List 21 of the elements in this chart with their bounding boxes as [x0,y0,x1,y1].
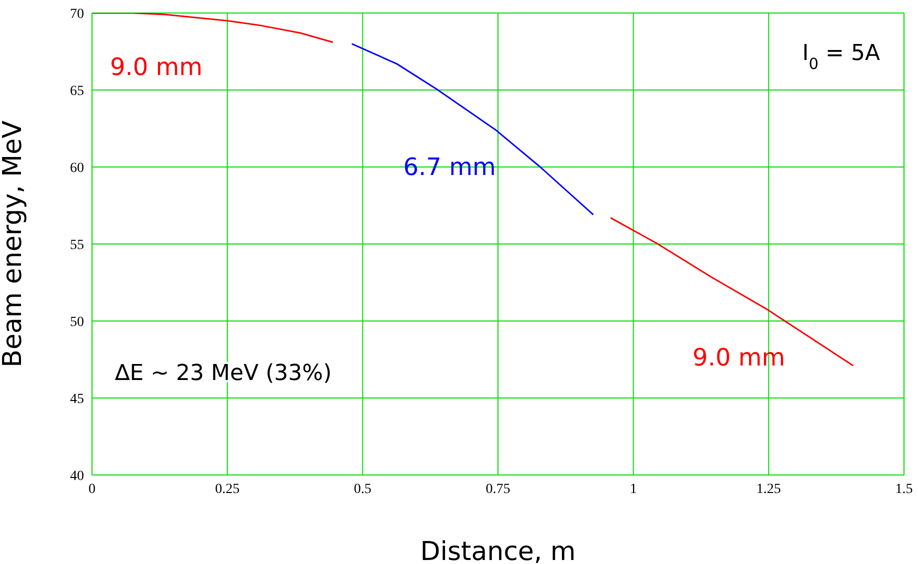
annotation: I$_{0}$ = 5A [802,41,880,73]
y-tick-label: 60 [70,160,84,176]
y-tick-label: 50 [70,314,84,330]
x-tick-label: 0 [88,482,96,497]
line-series [610,217,854,366]
x-tick-label: 0.25 [215,482,240,497]
x-tick-label: 0.5 [354,482,372,497]
x-tick-label: 1 [630,482,637,497]
line-series [92,13,334,44]
y-tick-label: 40 [70,468,84,484]
line-series [351,43,594,216]
x-tick-label: 0.75 [486,482,510,497]
y-axis-title: Beam energy, MeV [0,120,28,368]
y-tick-label: 45 [70,392,84,407]
y-tick-label: 70 [70,6,84,22]
x-tick-label: 1.25 [756,482,781,497]
x-axis-title: Distance, m [420,537,576,564]
series-label: 9.0 mm [110,53,203,81]
y-tick-label: 65 [70,84,84,99]
y-tick-label: 55 [70,238,84,253]
x-tick-label: 1.5 [895,482,913,497]
